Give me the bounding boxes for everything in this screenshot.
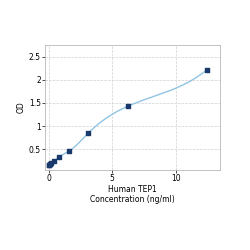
- Point: [66, 150, 71, 154]
- Point: [49, 161, 53, 165]
- Point: [57, 155, 61, 159]
- Point: [52, 159, 56, 163]
- Point: [126, 104, 130, 108]
- Point: [48, 162, 52, 166]
- Point: [86, 131, 90, 135]
- X-axis label: Human TEP1
Concentration (ng/ml): Human TEP1 Concentration (ng/ml): [90, 184, 175, 204]
- Point: [48, 162, 52, 166]
- Y-axis label: OD: OD: [17, 102, 26, 114]
- Point: [47, 163, 51, 167]
- Point: [205, 68, 209, 71]
